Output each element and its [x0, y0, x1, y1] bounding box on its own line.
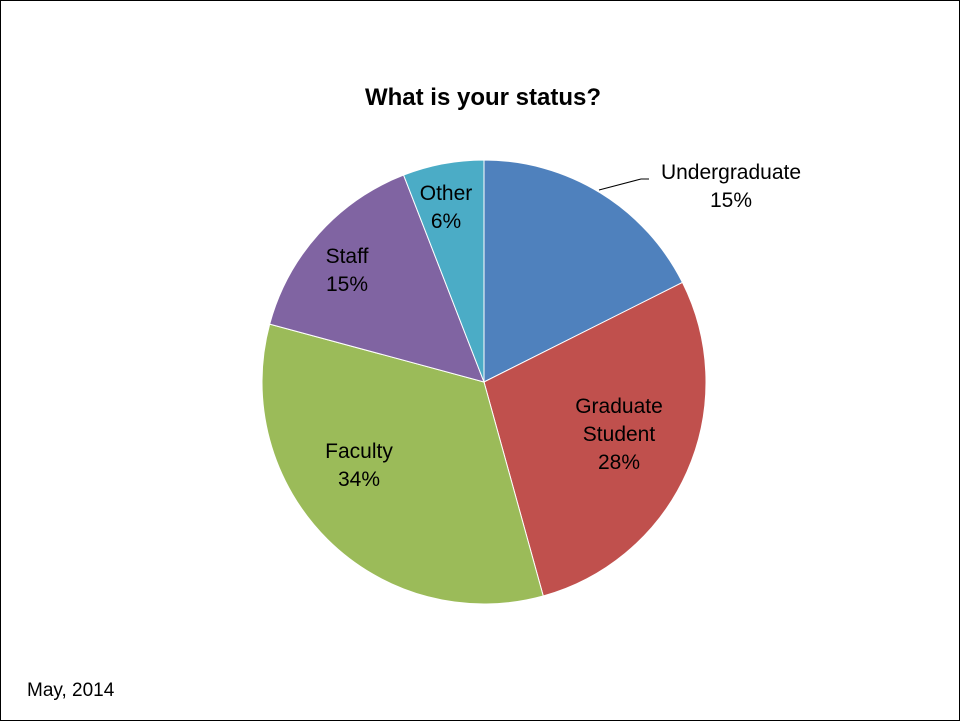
label-staff: Staff 15% — [326, 245, 369, 296]
slice-labels: Undergraduate 15% Graduate Student 28% Facult… — [325, 161, 801, 491]
label-other: Other 6% — [420, 182, 473, 233]
chart-title: What is your status? — [365, 84, 601, 111]
footer-date: May, 2014 — [27, 680, 115, 701]
label-undergraduate: Undergraduate 15% — [661, 161, 801, 212]
label-faculty: Faculty 34% — [325, 440, 393, 491]
leader-line-undergraduate — [598, 178, 649, 191]
slice-graduate-student — [483, 281, 707, 597]
pie-slices — [261, 159, 707, 605]
slice-undergraduate — [483, 159, 684, 383]
label-graduate-student: Graduate Student 28% — [575, 395, 663, 474]
slice-other — [402, 159, 485, 383]
slice-faculty — [261, 323, 544, 605]
slice-staff — [269, 174, 485, 383]
